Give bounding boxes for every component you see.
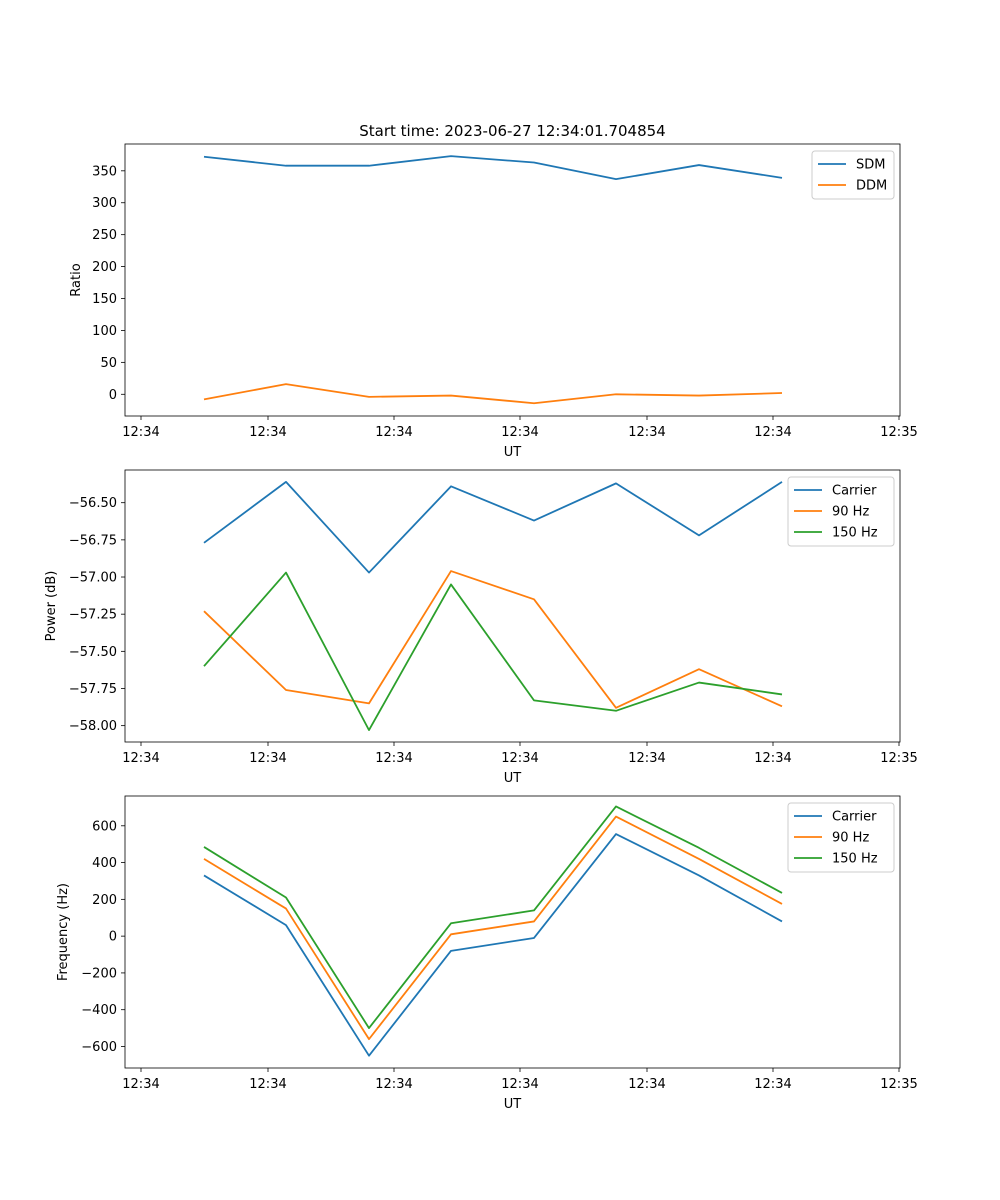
x-tick-label: 12:35 — [880, 1077, 917, 1092]
legend-label: Carrier — [832, 810, 877, 825]
legend-label: 150 Hz — [832, 852, 878, 867]
x-axis-label: UT — [504, 1097, 522, 1112]
y-tick-label: 200 — [92, 893, 117, 908]
y-tick-label: 350 — [92, 164, 117, 179]
x-tick-label: 12:34 — [249, 751, 286, 766]
series-line-carrier — [203, 480, 783, 574]
series-line-ddm — [203, 383, 783, 405]
y-tick-label: 0 — [109, 930, 117, 945]
legend: Carrier 90 Hz 150 Hz — [787, 802, 895, 873]
x-tick-label: 12:34 — [628, 1077, 665, 1092]
series-line-carrier — [203, 833, 783, 1057]
legend: SDM DDM — [811, 150, 895, 200]
x-tick-label: 12:34 — [375, 425, 412, 440]
series-line-90-hz — [203, 815, 783, 1041]
y-tick-label: 0 — [109, 388, 117, 403]
x-tick-label: 12:34 — [501, 1077, 538, 1092]
legend-box — [787, 476, 895, 547]
legend-label: DDM — [856, 179, 887, 194]
x-tick-label: 12:34 — [754, 1077, 791, 1092]
legend-box — [811, 150, 895, 200]
panels: 12:34 12:34 12:34 12:34 12:34 12:34 12:35 0 50 10… — [44, 143, 918, 1112]
x-tick-label: 12:34 — [628, 751, 665, 766]
y-tick-label: 600 — [92, 819, 117, 834]
y-axis-label: Frequency (Hz) — [56, 883, 71, 981]
x-axis-label: UT — [504, 771, 522, 786]
y-tick-label: 200 — [92, 260, 117, 275]
axes-frame — [124, 795, 901, 1069]
y-axis-label: Ratio — [69, 263, 84, 296]
y-tick-label: 250 — [92, 228, 117, 243]
x-tick-label: 12:34 — [628, 425, 665, 440]
series-line-90-hz — [203, 570, 783, 709]
x-tick-label: 12:34 — [249, 1077, 286, 1092]
y-tick-label: −58.00 — [69, 719, 117, 734]
x-tick-label: 12:34 — [249, 425, 286, 440]
panel-3: 12:34 12:34 12:34 12:34 12:34 12:34 12:35 −600 −… — [56, 795, 918, 1112]
figure-title: Start time: 2023-06-27 12:34:01.704854 — [359, 122, 665, 140]
y-tick-label: −600 — [81, 1040, 117, 1055]
legend-box — [787, 802, 895, 873]
y-tick-label: −57.00 — [69, 571, 117, 586]
series-line-sdm — [203, 155, 783, 181]
x-tick-label: 12:34 — [375, 1077, 412, 1092]
legend-label: Carrier — [832, 484, 877, 499]
axes-frame — [124, 469, 901, 743]
legend-label: SDM — [856, 158, 885, 173]
x-tick-label: 12:35 — [880, 425, 917, 440]
x-tick-label: 12:34 — [754, 751, 791, 766]
legend-label: 150 Hz — [832, 526, 878, 541]
x-tick-label: 12:34 — [501, 751, 538, 766]
series-line-150-hz — [203, 805, 783, 1029]
axes-frame — [124, 143, 901, 417]
x-tick-label: 12:34 — [754, 425, 791, 440]
x-axis-label: UT — [504, 445, 522, 460]
x-tick-label: 12:34 — [375, 751, 412, 766]
legend-label: 90 Hz — [832, 831, 869, 846]
y-tick-label: 400 — [92, 856, 117, 871]
x-tick-label: 12:34 — [122, 425, 159, 440]
legend-label: 90 Hz — [832, 505, 869, 520]
y-tick-label: −56.50 — [69, 496, 117, 511]
y-tick-label: 300 — [92, 196, 117, 211]
y-tick-label: −56.75 — [69, 533, 117, 548]
y-tick-label: −57.50 — [69, 645, 117, 660]
x-tick-label: 12:35 — [880, 751, 917, 766]
y-tick-label: −57.25 — [69, 608, 117, 623]
y-tick-label: −57.75 — [69, 682, 117, 697]
y-tick-label: −200 — [81, 966, 117, 981]
panel-1: 12:34 12:34 12:34 12:34 12:34 12:34 12:35 0 50 10… — [69, 143, 918, 460]
x-tick-label: 12:34 — [122, 1077, 159, 1092]
x-tick-label: 12:34 — [501, 425, 538, 440]
panel-2: 12:34 12:34 12:34 12:34 12:34 12:34 12:35 −58.0… — [44, 469, 918, 786]
y-tick-label: −400 — [81, 1003, 117, 1018]
x-tick-label: 12:34 — [122, 751, 159, 766]
legend: Carrier 90 Hz 150 Hz — [787, 476, 895, 547]
y-tick-label: 100 — [92, 324, 117, 339]
y-tick-label: 150 — [92, 292, 117, 307]
series-line-150-hz — [203, 571, 783, 732]
y-tick-label: 50 — [100, 356, 117, 371]
y-axis-label: Power (dB) — [44, 571, 59, 642]
